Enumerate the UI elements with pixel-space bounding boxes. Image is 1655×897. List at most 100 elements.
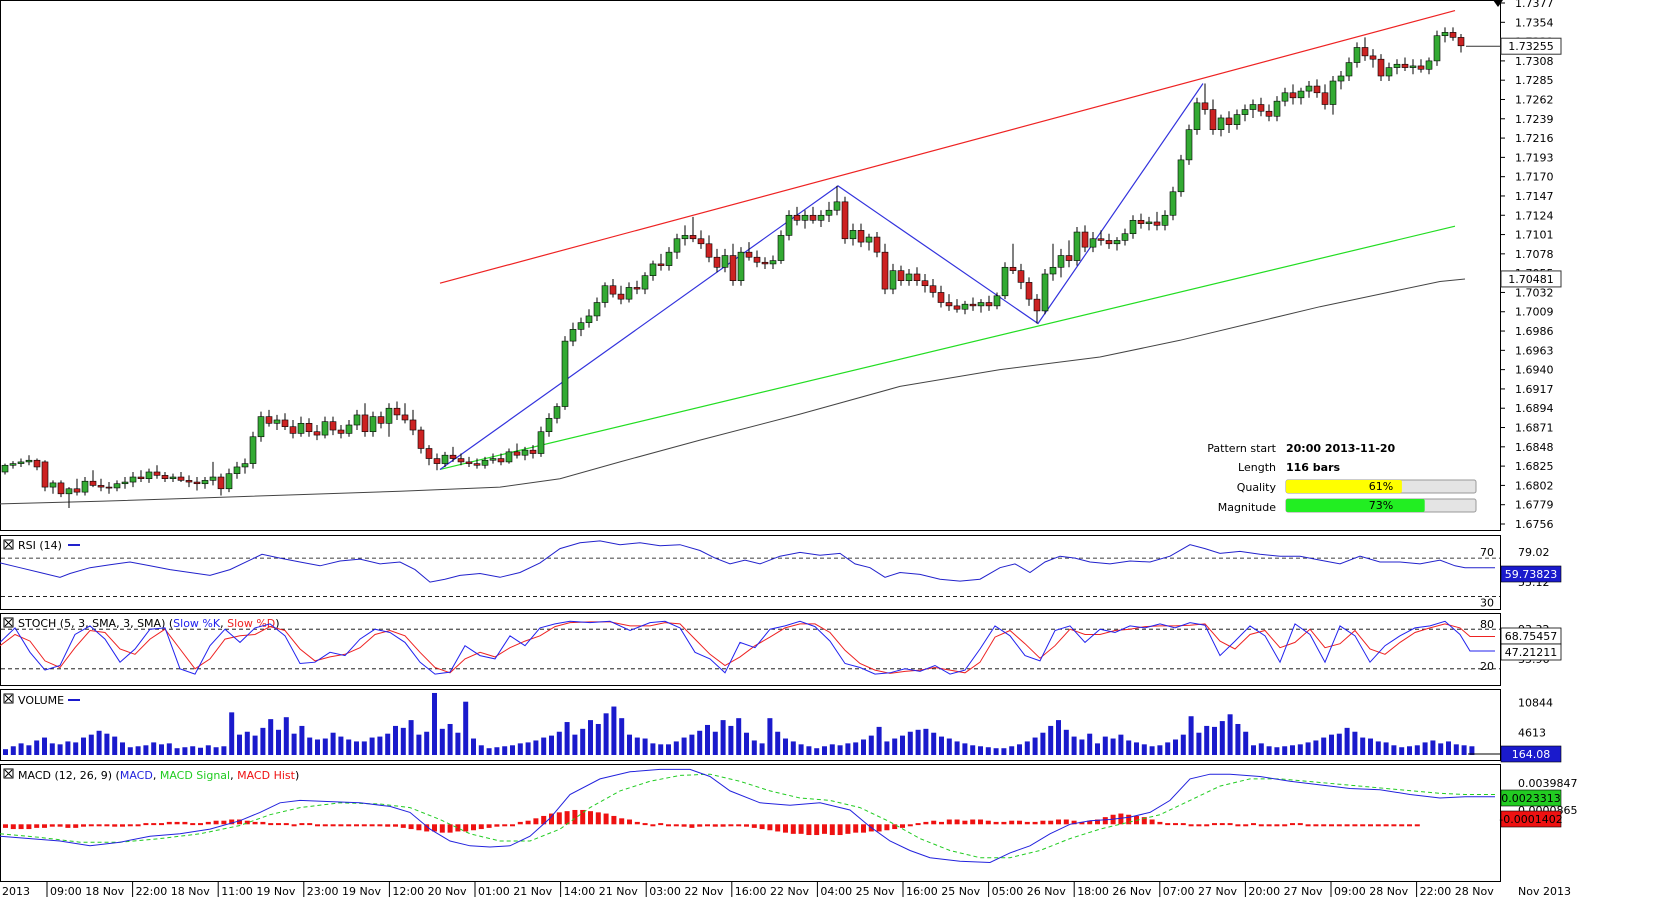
macd-hist-bar [556,812,562,825]
candle-body [1209,109,1217,130]
price-tick-label: 1.6871 [1515,422,1554,435]
macd-hist-bar [525,820,531,825]
volume-current-box [1500,745,1562,763]
volume-bar [166,743,172,755]
top-right-scroll-icon[interactable] [1493,0,1503,7]
candle-body [1081,231,1089,248]
candle-body [1353,47,1361,63]
macd-hist-bar [1219,823,1225,826]
candle [1185,124,1193,165]
macd-hist-bar [322,824,328,827]
price-tick-label: 1.7308 [1515,55,1554,68]
macd-hist-bar [34,824,40,828]
candle [145,468,153,483]
volume-panel: VOLUME 10844 4613 164.08 [3,692,1562,763]
candle [921,273,929,293]
macd-hist-bar [650,824,656,827]
macd-hist-bar [1383,824,1389,827]
stoch-level-80-label: 80 [1480,618,1494,631]
volume-bar [447,723,453,755]
candle-body [25,459,33,463]
macd-hist-bar [205,821,211,825]
macd-hist-bar [307,823,313,826]
candle [881,243,889,295]
macd-hist-bar [1024,821,1030,825]
candle [1393,59,1401,75]
macd-hist-bar [1344,824,1350,827]
volume-bar [517,743,523,755]
volume-bar [283,717,289,755]
volume-bar [1274,747,1280,755]
candle-body [481,459,489,466]
volume-bar [73,742,79,755]
candle-body [49,482,57,488]
macd-hist-bar [720,824,726,827]
candle-body [465,461,473,464]
macd-hist-bar [494,824,500,827]
magnitude-bar-fill [1286,499,1425,512]
macd-hist-bar [1305,824,1311,827]
volume-bar [1344,727,1350,755]
candle-body [337,429,345,434]
candle [289,419,297,439]
macd-hist-bar [564,811,570,825]
price-tick-label: 1.6940 [1515,364,1554,377]
candle [217,473,225,496]
macd-hist-bar [1063,819,1069,825]
candle [473,458,481,469]
volume-bar [658,744,664,755]
macd-hist-bar [432,824,437,832]
candle [945,294,953,311]
x-axis-label: 11:00 19 Nov [221,885,296,897]
candle-body [905,273,913,281]
macd-hist-bar [642,823,648,826]
volume-bar [580,728,586,755]
volume-bar [970,745,976,755]
volume-bar [369,737,375,755]
volume-bar [783,738,788,755]
volume-bar [892,738,898,755]
candle [1353,42,1361,68]
macd-hist-bar [221,820,227,825]
volume-bar [1336,733,1342,755]
candle [737,247,745,286]
macd-hist-bar [915,823,921,826]
candle-body [385,407,393,424]
candle-body [1433,35,1441,62]
candle [577,317,585,337]
volume-bar [634,737,640,755]
volume-bar [502,746,508,755]
candle-body [1033,298,1041,312]
macd-hist-bar [18,824,24,830]
candle-body [521,449,529,456]
volume-bar [1134,742,1139,755]
macd-hist-bar [346,824,352,827]
candle-body [1249,104,1257,110]
volume-bar [666,744,671,755]
volume-bar [49,743,55,755]
volume-bar [1352,731,1358,755]
volume-bar [1305,742,1311,755]
candle [625,282,633,303]
volume-bar [143,745,149,755]
stoch-d-box [1500,643,1562,661]
stoch-d-value: 47.21211 [1505,646,1558,659]
candle-body [1201,102,1209,110]
candle-body [489,458,497,461]
candle [1425,57,1433,75]
candle-body [457,458,465,463]
x-axis-label: 23:00 19 Nov [307,885,382,897]
candle-body [1425,60,1433,70]
volume-bar [276,729,281,755]
volume-bar [1056,720,1061,755]
volume-bar [1071,736,1077,755]
macd-hist-bar [424,824,430,832]
macd-hist-bar [923,821,929,825]
candle [1233,109,1241,130]
candle [137,470,145,483]
macd-hist-bar [198,823,203,826]
macd-hist-bar [736,824,742,827]
macd-hist-bar [252,821,258,825]
candle [713,248,721,273]
candle [833,185,841,216]
